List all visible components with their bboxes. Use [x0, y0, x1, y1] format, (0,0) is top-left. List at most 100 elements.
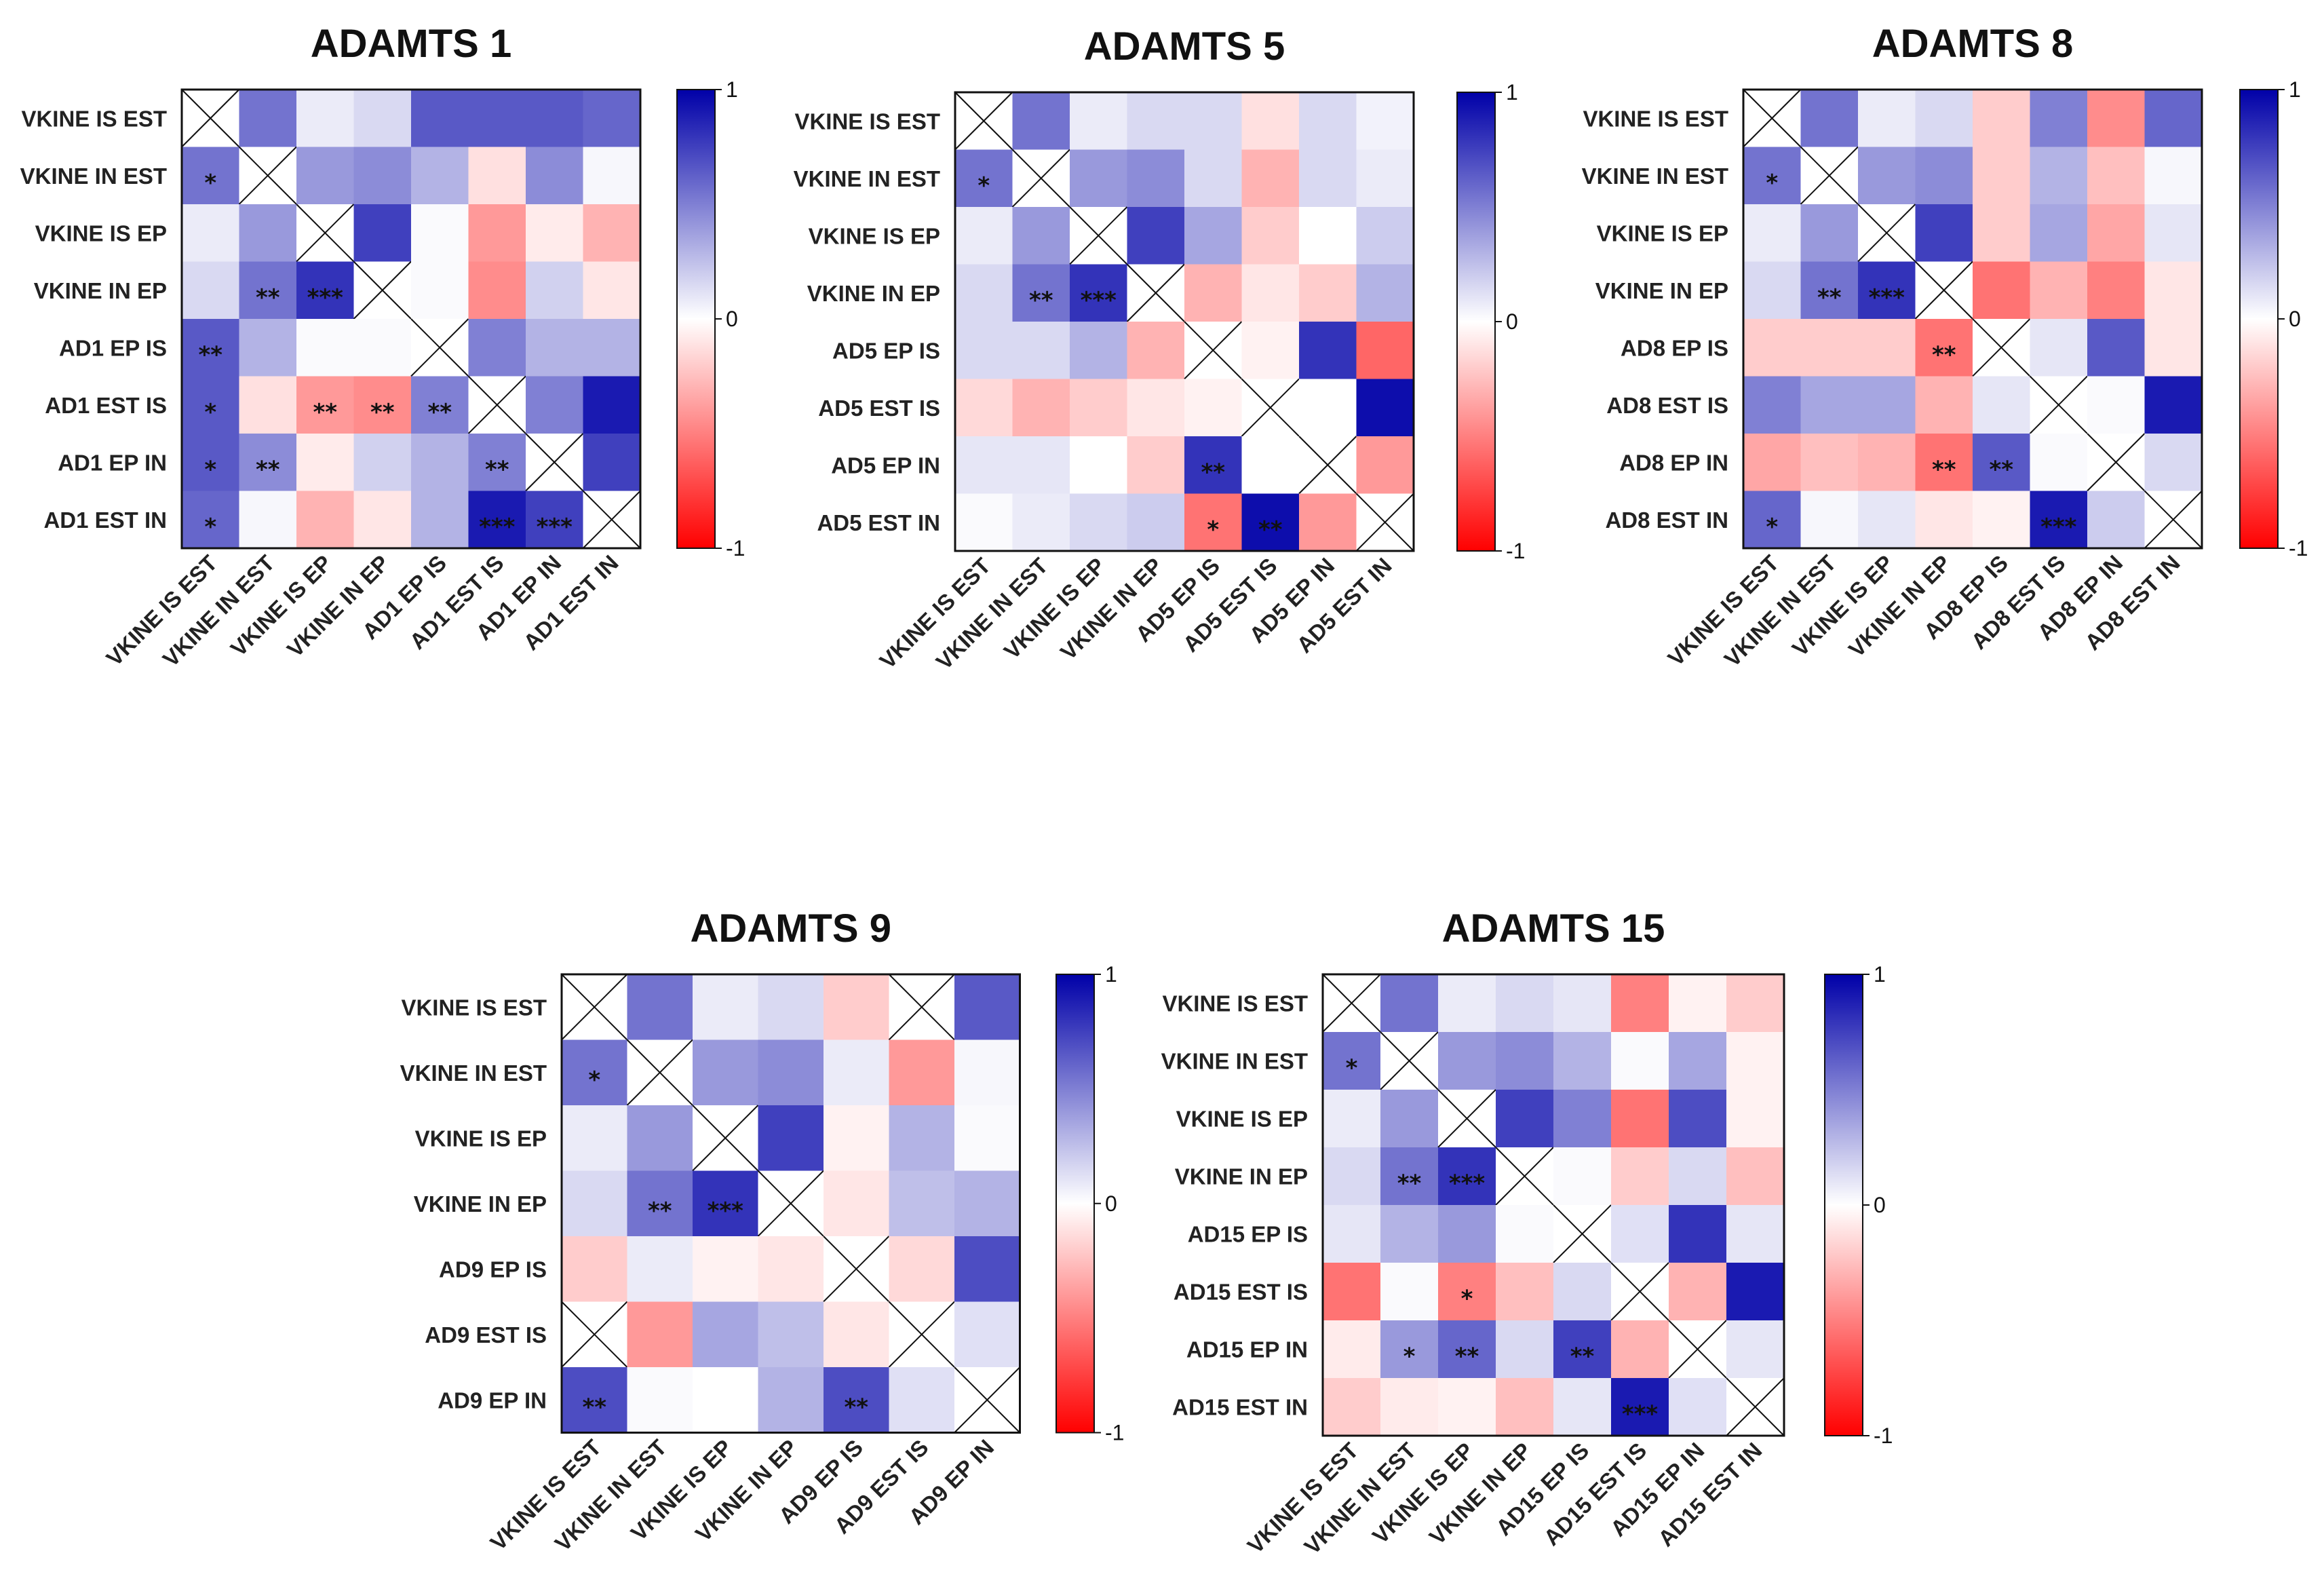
significance-marker: * [977, 172, 990, 199]
heatmap-cell [1726, 1320, 1785, 1379]
heatmap-cell [693, 974, 759, 1041]
column-label: VKINE IS EP [1368, 1438, 1479, 1549]
heatmap-cell [954, 1170, 1021, 1237]
heatmap-cell [1070, 322, 1128, 380]
heatmap-cell [1858, 376, 1916, 434]
heatmap-cell [1915, 376, 1973, 434]
heatmap-cell [954, 974, 1021, 1041]
heatmap-cell [468, 90, 526, 148]
heatmap-cell [1553, 1090, 1612, 1148]
heatmap-cell [955, 264, 1013, 322]
heatmap-cell [627, 1105, 693, 1172]
heatmap-cell [562, 1236, 628, 1303]
colorbar-tick-label: -1 [1506, 539, 1525, 563]
cross-line [467, 375, 526, 434]
heatmap-cell [353, 90, 412, 148]
heatmap-cell [1299, 92, 1357, 151]
heatmap-cell [526, 204, 584, 263]
cross-line [1726, 1377, 1785, 1436]
heatmap-cell [1184, 493, 1243, 552]
heatmap-cell [955, 379, 1013, 437]
row-label: AD15 EST IS [1174, 1280, 1308, 1305]
cross-line [410, 318, 469, 377]
panel-title: ADAMTS 5 [1084, 24, 1285, 69]
heatmap-cell [627, 1301, 693, 1368]
significance-marker: * [1403, 1343, 1416, 1371]
heatmap-cell [1800, 90, 1859, 148]
significance-marker: * [588, 1067, 600, 1094]
row-label: AD15 EP IS [1188, 1222, 1308, 1247]
heatmap-cell [758, 1301, 824, 1368]
heatmap-cell [1553, 1263, 1612, 1321]
row-label: AD1 EP IS [59, 335, 167, 360]
heatmap-cell [182, 491, 240, 549]
row-label: VKINE IS EP [415, 1126, 547, 1151]
row-label: AD8 EST IN [1605, 508, 1728, 533]
heatmap-cell [1380, 1147, 1439, 1206]
heatmap-cell [1299, 322, 1357, 380]
heatmap-cell [1299, 264, 1357, 322]
heatmap-cell [955, 149, 1013, 208]
heatmap-cell [1127, 207, 1185, 265]
row-label: VKINE IN EP [414, 1191, 547, 1217]
heatmap-cell [1915, 434, 1973, 492]
significance-marker: * [204, 456, 216, 483]
colorbar-tick-label: 0 [1874, 1193, 1886, 1217]
heatmap-cell [1973, 147, 2031, 205]
heatmap-cell [1438, 974, 1496, 1033]
heatmap-cell [1127, 379, 1185, 437]
heatmap-cell [1356, 379, 1414, 437]
heatmap-cell [1070, 149, 1128, 208]
cross-line [561, 974, 628, 1041]
colorbar-tick-label: 0 [1506, 309, 1518, 334]
significance-marker: ** [1201, 459, 1225, 486]
heatmap-panel-5: ADAMTS 15*** ***** ** *****VKINE IS ESTVKIN… [1161, 906, 1893, 1559]
row-label: AD8 EP IS [1621, 335, 1728, 360]
heatmap-cell [758, 1367, 824, 1434]
heatmap-cell [1356, 322, 1414, 380]
heatmap-cell [1669, 974, 1727, 1033]
cross-line [1126, 263, 1185, 322]
heatmap-cell [239, 491, 297, 549]
heatmap-cell [562, 1367, 628, 1434]
heatmap-cell [1356, 436, 1414, 495]
heatmap-cell [526, 376, 584, 434]
row-label: VKINE IN EST [20, 164, 167, 189]
heatmap-cell [1553, 974, 1612, 1033]
row-label: VKINE IN EP [34, 278, 167, 303]
heatmap-cell [239, 319, 297, 377]
row-label: AD1 EST IN [43, 508, 167, 533]
heatmap-cell [954, 1105, 1021, 1172]
significance-marker: ** [370, 399, 395, 426]
heatmap-cell [1858, 147, 1916, 205]
heatmap-cell [1438, 1032, 1496, 1090]
heatmap-cell [1496, 974, 1554, 1033]
colorbar-tick-label: -1 [1105, 1421, 1124, 1445]
heatmap-cell [2030, 491, 2088, 549]
heatmap-cell [955, 207, 1013, 265]
heatmap-cell [1743, 261, 1802, 320]
colorbar-tick-label: 0 [1105, 1191, 1117, 1216]
cross-line [2144, 490, 2203, 549]
heatmap-cell [1611, 1147, 1669, 1206]
row-label: VKINE IS EST [401, 995, 547, 1020]
heatmap-cell [239, 204, 297, 263]
heatmap-cell [526, 261, 584, 320]
significance-marker: ** [1989, 456, 2013, 483]
cross-line [296, 204, 355, 263]
heatmap-cell [1438, 1263, 1496, 1321]
heatmap-cell [583, 261, 641, 320]
heatmap-cell [1241, 149, 1300, 208]
heatmap-cell [1669, 1090, 1727, 1148]
heatmap-cell [1356, 149, 1414, 208]
significance-marker: * [1207, 516, 1219, 543]
heatmap-cell [1800, 434, 1859, 492]
heatmap-cell [1611, 1090, 1669, 1148]
heatmap-cell [1299, 379, 1357, 437]
cross-line [1553, 1204, 1612, 1263]
heatmap-cell [1241, 92, 1300, 151]
heatmap-cell [1127, 436, 1185, 495]
row-label: VKINE IS EP [1597, 221, 1728, 246]
heatmap-cell [2087, 204, 2146, 263]
